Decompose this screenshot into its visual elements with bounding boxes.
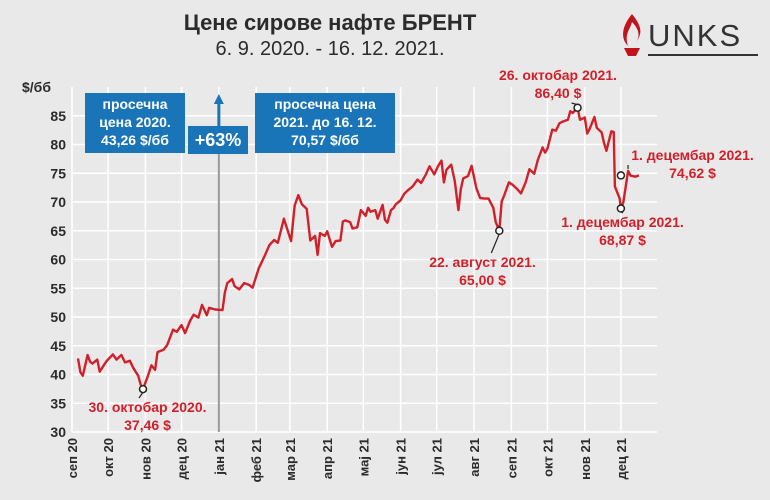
x-tick-label: мај 21 [356,438,371,476]
annotation-leader [571,102,578,106]
y-tick-label: 40 [50,367,66,383]
change-percent-box: +63% [188,126,248,154]
x-tick-label: окт 21 [540,438,555,477]
annotation-marker [616,204,626,213]
y-tick-label: 50 [50,309,66,325]
brand-logo: UNKS [618,12,758,57]
chart-markers [138,102,629,399]
y-tick-label: 55 [50,280,66,296]
x-tick-label: апр 21 [320,438,335,479]
x-tick-label: јун 21 [394,438,409,476]
chart-series [76,106,640,391]
x-tick-label: феб 21 [249,438,264,482]
up-arrow-icon [213,94,224,104]
y-tick-label: 65 [50,223,66,239]
annotation-dec1-high: 1. децембар 2021. 74,62 $ [631,147,754,181]
y-tick-label: 45 [50,338,66,354]
y-tick-label: 75 [50,165,66,181]
x-tick-label: сеп 21 [504,438,519,478]
y-tick-label: 35 [50,395,66,411]
price-series-line [76,106,640,391]
annotation-marker [495,226,504,235]
y-tick-label: 30 [50,424,66,440]
annotation-dec1-low: 1. децембар 2021. 68,87 $ [561,214,684,248]
annotation-marker [573,103,582,112]
x-tick-label: авг 21 [467,438,482,477]
y-tick-label: 85 [50,108,66,124]
logo-text: UNKS [648,18,743,53]
avg-2021-box: просечна цена 2021. до 16. 12. 70,57 $/б… [255,93,395,153]
y-axis-label: $/бб [22,79,51,95]
x-tick-label: јул 21 [430,438,445,476]
x-tick-label: дец 20 [175,438,190,480]
annotation-marker [616,171,626,180]
annotation-oct26-2021: 26. октобар 2021. 86,40 $ [498,67,618,101]
x-tick-label: сеп 20 [65,438,80,478]
flame-icon [623,14,641,56]
x-tick-label: мар 21 [283,438,298,481]
annotation-leader [620,211,624,214]
x-tick-label: окт 20 [101,438,116,477]
avg-2020-box: просечна цена 2020. 43,26 $/бб [85,93,185,153]
y-tick-label: 60 [50,252,66,268]
x-tick-label: јан 21 [212,438,227,476]
annotation-marker [138,384,148,394]
y-tick-label: 70 [50,194,66,210]
x-tick-label: нов 21 [578,438,593,480]
chart-subtitle: 6. 9. 2020. - 16. 12. 2021. [215,38,445,60]
annotation-leader [490,233,500,254]
x-tick-label: дец 21 [614,438,629,480]
x-tick-label: нов 20 [138,438,153,480]
annotation-leader [138,391,144,399]
annotation-aug22-2021: 22. август 2021. 65,00 $ [429,254,536,288]
chart-axes: 30 35 40 45 50 55 60 65 70 75 80 85 $/бб сеп 20 окт 20… [22,79,629,482]
y-tick-label: 80 [50,137,66,153]
annotation-oct30-2020: 30. октобар 2020. 37,46 $ [88,399,207,433]
chart-title: Цене сирове нафте БРЕНТ [183,10,477,35]
logo-underline [648,54,758,56]
